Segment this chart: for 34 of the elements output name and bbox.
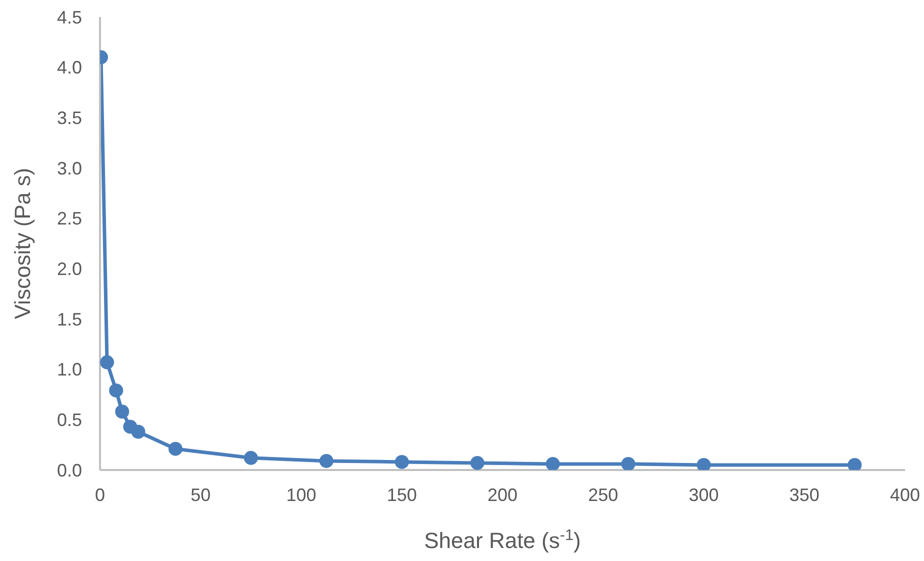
point	[546, 456, 560, 470]
y-tick-label: 0.0	[56, 460, 82, 480]
y-tick-label: 0.5	[56, 410, 82, 430]
x-tick-label: 400	[890, 484, 920, 505]
x-tick-label: 250	[588, 484, 618, 505]
x-tick-label: 100	[286, 484, 316, 505]
point	[109, 383, 124, 398]
x-axis-title: Shear Rate (s$^{-1}$)	[424, 526, 581, 553]
point	[470, 456, 484, 470]
x-tick-label: 200	[487, 484, 518, 505]
point	[115, 404, 130, 419]
x-tick-label: 300	[688, 484, 719, 505]
point	[100, 355, 114, 370]
y-tick-label: 3.0	[56, 158, 82, 178]
point	[696, 458, 711, 470]
point	[319, 454, 334, 468]
y-tick-label: 4.5	[56, 7, 82, 28]
y-tick-label: 1.0	[56, 360, 82, 380]
x-tick-label: 150	[386, 484, 417, 505]
point	[131, 424, 146, 439]
point	[394, 454, 409, 469]
x-tick-label: 50	[190, 484, 211, 505]
y-tick-label: 4.0	[56, 58, 82, 78]
y-axis-title: Viscosity (Pa s)	[10, 168, 35, 320]
point	[244, 450, 258, 465]
y-tick-label: 1.5	[56, 309, 82, 330]
point	[621, 456, 636, 470]
y-tick-label: 2.5	[56, 208, 82, 229]
point	[168, 442, 182, 456]
x-tick-label: 0	[94, 484, 106, 505]
y-tick-label: 3.5	[56, 108, 82, 128]
point	[848, 458, 862, 470]
x-tick-label: 350	[789, 484, 820, 505]
y-tick-label: 2.0	[56, 259, 82, 280]
